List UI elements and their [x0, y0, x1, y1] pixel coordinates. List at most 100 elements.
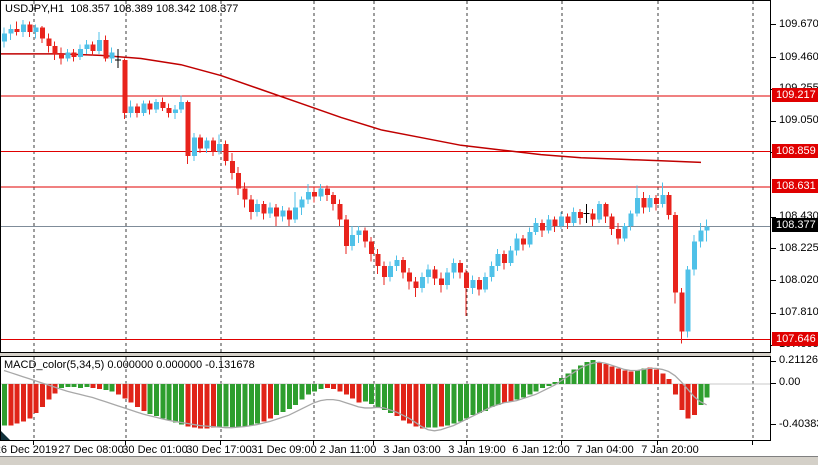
time-axis[interactable]: 26 Dec 2019 27 Dec 08:00 30 Dec 01:00 30 De… [0, 441, 771, 456]
candle-body [261, 204, 267, 214]
macd-histogram-bar [122, 384, 128, 399]
candle-body [305, 191, 311, 200]
price-level-badge: 108.631 [772, 179, 818, 193]
price-chart-panel[interactable]: USDJPY,H1 108.357 108.389 108.342 108.37… [0, 0, 771, 353]
candle-body [236, 173, 242, 189]
macd-histogram-bar [679, 384, 685, 410]
macd-histogram-bar [502, 384, 508, 403]
candle-body [286, 210, 292, 220]
candle-body [394, 260, 400, 267]
macd-histogram-bar [362, 384, 368, 402]
macd-histogram-bar [324, 384, 330, 389]
macd-histogram-bar [400, 384, 406, 421]
candle-body [160, 101, 166, 109]
macd-histogram-bar [375, 384, 381, 407]
candle-body [217, 143, 223, 152]
moving-average-line [1, 53, 702, 164]
candle-body [691, 241, 697, 270]
macd-histogram-bar [223, 384, 229, 427]
candle-body [407, 272, 413, 282]
macd-histogram-bar [229, 384, 235, 428]
macd-histogram-bar [394, 384, 400, 417]
macd-histogram-bar [666, 378, 672, 384]
candle-body [312, 191, 318, 197]
candle-body [426, 269, 432, 278]
macd-histogram-bar [578, 365, 584, 384]
macd-histogram-bar [476, 384, 482, 414]
candle-body [185, 101, 191, 157]
time-tick [657, 441, 658, 445]
macd-histogram-bar [274, 384, 280, 416]
macd-histogram-bar [432, 384, 438, 428]
candle-body [242, 188, 248, 200]
candle-body [52, 46, 58, 54]
macd-histogram-bar [153, 384, 159, 417]
price-tick [771, 24, 776, 26]
macd-histogram-bar [236, 384, 242, 428]
candle-body [229, 160, 235, 174]
time-tick-label: 3 Jan 19:00 [448, 444, 506, 456]
price-tick-label: 109.050 [779, 114, 818, 127]
macd-histogram-bar [248, 384, 254, 426]
macd-histogram-bar [185, 384, 191, 427]
candle-body [210, 140, 216, 152]
macd-histogram-bar [381, 384, 387, 410]
macd-histogram-bar [52, 384, 58, 394]
candle-body [483, 277, 489, 290]
time-tick-label: 26 Dec 2019 [0, 444, 58, 456]
macd-histogram-bar [103, 384, 109, 391]
macd-histogram-bar [286, 384, 292, 409]
candle-body [388, 266, 394, 278]
macd-histogram-bar [470, 384, 476, 416]
candle-body [198, 137, 204, 149]
time-tick-label: 31 Dec 09:00 [251, 444, 317, 456]
macd-histogram-bar [280, 384, 286, 413]
candle-body [128, 106, 134, 113]
macd-histogram-bar [508, 384, 514, 402]
chart-title: USDJPY,H1 108.357 108.389 108.342 108.37… [5, 3, 239, 15]
candle-body [432, 269, 438, 279]
price-tick-label: 108.020 [779, 273, 818, 286]
time-tick [752, 441, 753, 445]
candle-body [438, 278, 444, 285]
macd-histogram-bar [128, 384, 134, 403]
candle-body [451, 263, 457, 273]
time-tick [313, 441, 314, 445]
macd-histogram-bar [451, 384, 457, 424]
macd-histogram-bar [445, 384, 451, 426]
macd-histogram-bar [590, 360, 596, 384]
macd-histogram-bar [527, 384, 533, 395]
candle-body [470, 280, 476, 288]
candle-body [622, 225, 628, 239]
candle-body [457, 263, 463, 273]
candle-body [552, 219, 558, 226]
candle-body [489, 266, 495, 278]
candle-body [27, 24, 33, 33]
current-price-badge: 108.377 [772, 218, 818, 233]
candle-body [698, 230, 704, 242]
price-tick-label: 107.810 [779, 306, 818, 319]
candle-body [280, 210, 286, 217]
price-level-badge: 108.859 [772, 143, 818, 158]
price-axis[interactable]: 109.670109.460109.255109.050108.845108.4… [771, 0, 818, 441]
candle-body [77, 49, 83, 57]
candle-body [122, 60, 128, 113]
macd-histogram-bar [204, 384, 210, 429]
price-tick [771, 248, 776, 250]
candle-body [546, 219, 552, 231]
candle-body [46, 38, 52, 47]
macd-histogram-bar [635, 370, 640, 384]
time-tick-label: 30 Dec 01:00 [122, 444, 188, 456]
macd-histogram-bar [609, 366, 615, 384]
macd-histogram-bar [172, 384, 178, 423]
time-tick [466, 441, 467, 445]
panel-resize-divider[interactable] [0, 353, 818, 356]
macd-histogram-bar [77, 384, 83, 389]
macd-histogram-bar [653, 369, 659, 384]
candle-body [255, 204, 261, 212]
macd-histogram-bar [413, 384, 419, 427]
candle-body [533, 222, 539, 233]
macd-tick-label: 0.00 [779, 376, 801, 388]
macd-panel[interactable]: MACD_color(5,34,5) 0.000000 0.000000 -0.… [0, 356, 771, 441]
macd-tick [771, 382, 776, 384]
